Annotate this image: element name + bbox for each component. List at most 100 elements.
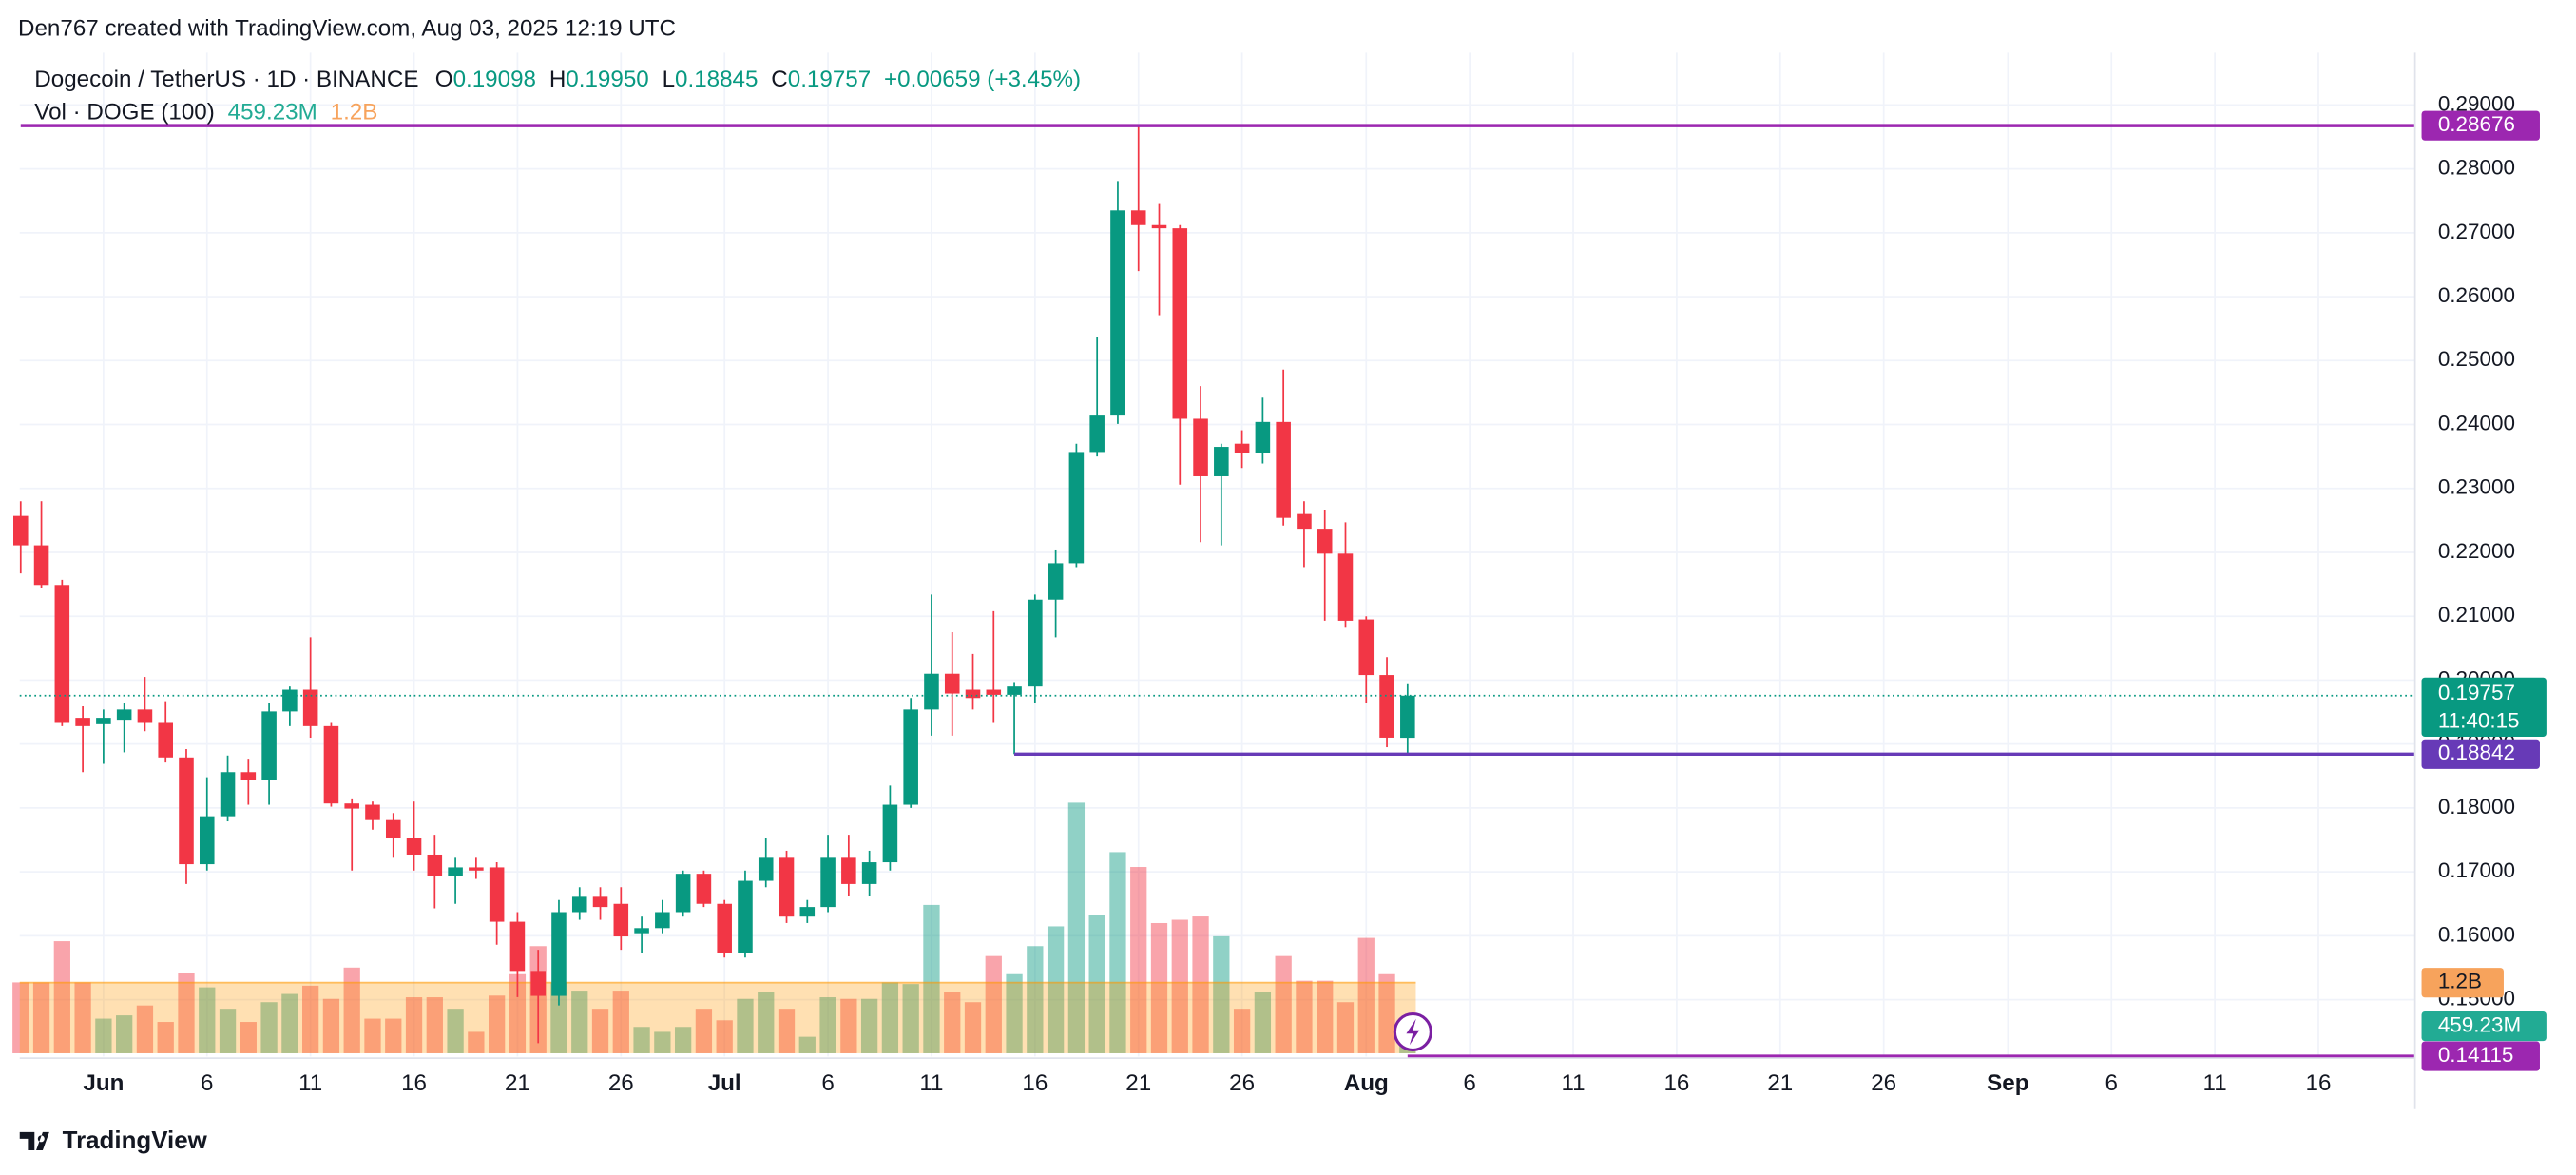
candle-body bbox=[820, 857, 836, 908]
x-tick-label: 16 bbox=[401, 1070, 427, 1096]
candle-body bbox=[1276, 421, 1291, 518]
candle-body bbox=[469, 867, 484, 871]
candle-body bbox=[696, 874, 712, 904]
legend: Dogecoin / TetherUS · 1D · BINANCE O0.190… bbox=[34, 67, 1081, 125]
x-tick-label: 11 bbox=[919, 1070, 943, 1096]
alert-icon[interactable] bbox=[1393, 1011, 1432, 1052]
x-tick-label: 16 bbox=[1022, 1070, 1048, 1096]
candle-body bbox=[385, 819, 401, 838]
ohlc-value: 0.19098 bbox=[453, 67, 536, 92]
x-tick-label: 26 bbox=[608, 1070, 634, 1096]
volume-bar bbox=[944, 992, 961, 1053]
volume-bar bbox=[489, 995, 506, 1053]
volume-bar bbox=[281, 993, 298, 1053]
candle-body bbox=[448, 867, 463, 876]
x-tick-label: 11 bbox=[1561, 1070, 1585, 1096]
candle-body bbox=[406, 838, 422, 855]
volume-bar bbox=[860, 998, 878, 1053]
x-tick-label: 21 bbox=[1125, 1070, 1151, 1096]
candle-body bbox=[675, 874, 691, 913]
x-tick-label: 11 bbox=[2203, 1070, 2227, 1096]
volume-bar bbox=[902, 984, 919, 1053]
candle-body bbox=[158, 722, 173, 758]
x-tick-label: 21 bbox=[505, 1070, 530, 1096]
candle-body bbox=[944, 673, 960, 694]
volume-bar bbox=[798, 1036, 816, 1053]
last-price-bg bbox=[2421, 677, 2547, 737]
volume-bar bbox=[674, 1027, 692, 1053]
candle-body bbox=[1110, 210, 1125, 416]
volume-line: Vol · DOGE (100) 459.23M 1.2B bbox=[34, 100, 377, 125]
candle-body bbox=[965, 689, 981, 699]
symbol-line: Dogecoin / TetherUS · 1D · BINANCE O0.190… bbox=[34, 67, 1081, 92]
y-tick-label: 0.21000 bbox=[2438, 603, 2515, 626]
volume-bar bbox=[447, 1009, 464, 1053]
price-label: 0.28676 bbox=[2438, 112, 2515, 136]
countdown: 11:40:15 bbox=[2438, 708, 2520, 732]
volume-bar bbox=[178, 973, 195, 1053]
candle-body bbox=[882, 804, 898, 863]
axes: 0.150000.160000.170000.180000.190000.200… bbox=[83, 91, 2547, 1096]
volume-bar bbox=[591, 1009, 609, 1053]
last-price-label: 0.19757 bbox=[2438, 681, 2515, 704]
volume-bar bbox=[405, 997, 423, 1053]
x-tick-label: Sep bbox=[1987, 1070, 2028, 1096]
candle-body bbox=[1089, 415, 1105, 453]
volume-bar bbox=[1047, 926, 1065, 1053]
volume-bar bbox=[322, 998, 340, 1053]
volume-bar bbox=[1027, 946, 1044, 1053]
volume-bar bbox=[32, 982, 50, 1053]
brand: TradingView bbox=[19, 1127, 208, 1154]
volume-bar bbox=[1378, 973, 1395, 1053]
candle-body bbox=[655, 912, 670, 929]
candle-body bbox=[75, 718, 90, 726]
x-tick-label: 26 bbox=[1229, 1070, 1255, 1096]
y-tick-label: 0.28000 bbox=[2438, 156, 2515, 180]
volume-bar bbox=[1171, 919, 1188, 1053]
volume-ma-bg bbox=[2421, 968, 2504, 998]
volume-bar bbox=[1275, 955, 1292, 1053]
volume-bar bbox=[1317, 980, 1334, 1053]
ohlc-value: 0.18845 bbox=[675, 67, 758, 92]
y-tick-label: 0.25000 bbox=[2438, 347, 2515, 371]
candle-body bbox=[986, 689, 1002, 695]
volume-bar bbox=[509, 973, 527, 1053]
candle-body bbox=[96, 718, 111, 724]
candle-body bbox=[613, 903, 629, 937]
volume-ma-value: 1.2B bbox=[331, 100, 378, 125]
volume-bar bbox=[1088, 915, 1105, 1053]
candle-body bbox=[489, 867, 505, 922]
candle-body bbox=[116, 709, 132, 721]
volume-bar bbox=[654, 1031, 671, 1053]
grid bbox=[19, 52, 2415, 1057]
volume-bar bbox=[840, 998, 857, 1053]
volume-bar bbox=[364, 1018, 381, 1053]
volume-bar bbox=[260, 1002, 278, 1053]
candle-body bbox=[530, 971, 546, 996]
candle-body bbox=[12, 515, 29, 546]
x-tick-label: 16 bbox=[2306, 1070, 2332, 1096]
candle-body bbox=[179, 757, 194, 865]
volume-bar bbox=[1150, 922, 1168, 1053]
volume-bar bbox=[1006, 973, 1023, 1053]
candle-body bbox=[33, 545, 49, 586]
candle-body bbox=[924, 673, 939, 710]
ohlc-value: 0.19950 bbox=[566, 67, 648, 92]
x-tick-label: 6 bbox=[821, 1070, 834, 1096]
volume-bar bbox=[778, 1009, 796, 1053]
symbol: Dogecoin / TetherUS · 1D · BINANCE bbox=[34, 67, 418, 92]
x-tick-label: 21 bbox=[1767, 1070, 1793, 1096]
candle-body bbox=[717, 903, 732, 953]
change: +0.00659 (+3.45%) bbox=[884, 67, 1081, 92]
candle-body bbox=[220, 772, 236, 817]
candle-body bbox=[1234, 443, 1250, 453]
y-tick-label: 0.18000 bbox=[2438, 795, 2515, 819]
volume-bar bbox=[302, 985, 319, 1053]
price-label-bg bbox=[2421, 1041, 2540, 1071]
ohlc-key: O bbox=[435, 67, 453, 92]
candle-body bbox=[240, 772, 257, 780]
volume-bar bbox=[1213, 935, 1230, 1053]
candle-body bbox=[427, 854, 443, 876]
